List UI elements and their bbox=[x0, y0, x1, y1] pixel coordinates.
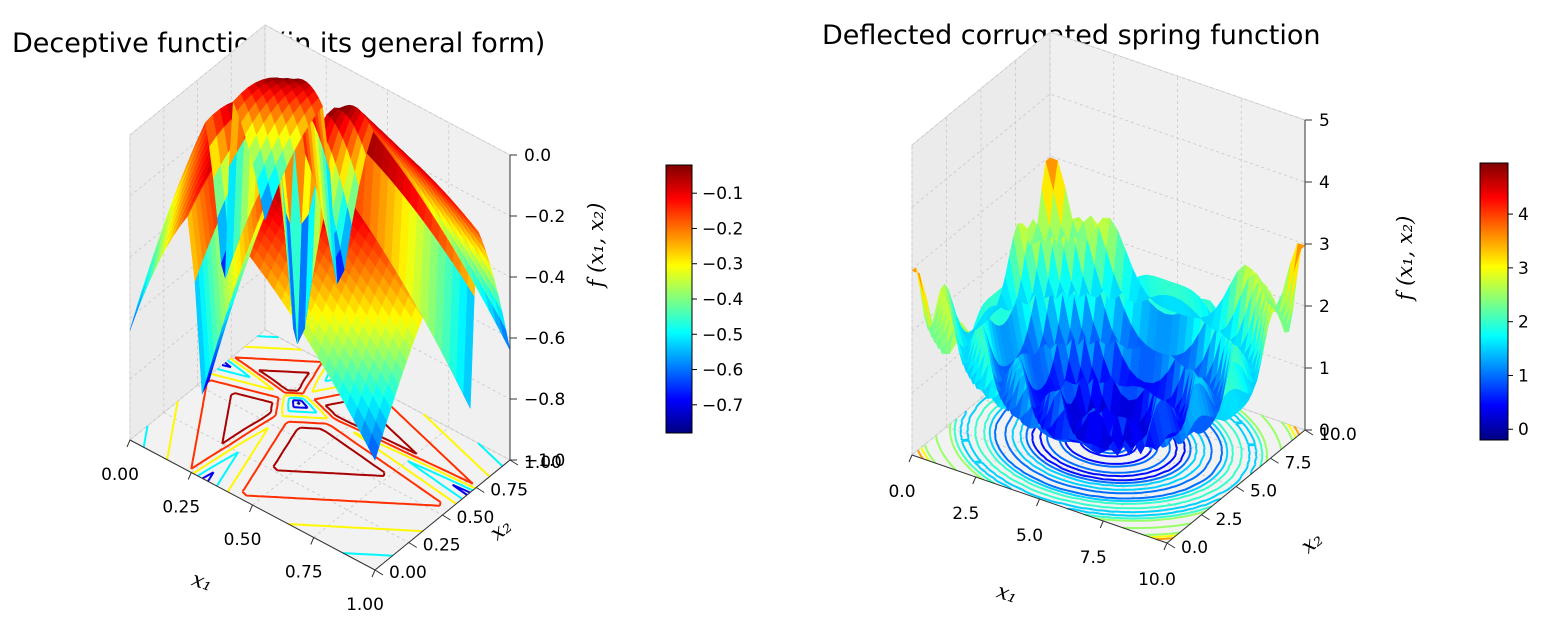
x-tick bbox=[310, 537, 315, 545]
x-tick-label: 1.00 bbox=[346, 595, 384, 615]
y-tick-label: 2.5 bbox=[1216, 510, 1243, 530]
z-tick-label: 0.0 bbox=[524, 146, 551, 166]
y-tick bbox=[408, 542, 418, 548]
surface-patch bbox=[1045, 157, 1058, 190]
colorbar-tick-label: −0.2 bbox=[702, 219, 743, 239]
y-tick-label: 5.0 bbox=[1250, 482, 1277, 502]
chart-panel-deceptive: Deceptive function (in its general form)… bbox=[12, 23, 743, 615]
x-tick-label: 2.5 bbox=[952, 504, 979, 524]
z-tick-label: −0.4 bbox=[524, 268, 565, 288]
colorbar-tick-label: −0.5 bbox=[702, 325, 743, 345]
contour-line bbox=[296, 401, 301, 405]
floor-gridline-y bbox=[197, 384, 443, 516]
colorbar bbox=[1479, 162, 1509, 441]
z-axis-label: f (x₁, x₂) bbox=[584, 203, 608, 290]
y-tick bbox=[1201, 514, 1210, 521]
colorbar-tick-label: −0.7 bbox=[702, 396, 743, 416]
z-axis-label: f (x₁, x₂) bbox=[1393, 216, 1417, 303]
wall-gridline-z bbox=[129, 329, 511, 461]
x-tick bbox=[1163, 542, 1168, 551]
y-axis-label: x₂ bbox=[1296, 527, 1327, 558]
colorbar-tick-label: 4 bbox=[1518, 205, 1529, 225]
x-tick-label: 0.0 bbox=[888, 482, 915, 502]
colorbar-tick-label: −0.1 bbox=[702, 184, 743, 204]
contour-line bbox=[142, 335, 504, 557]
x-tick bbox=[249, 504, 253, 513]
colorbar-tick-label: −0.6 bbox=[702, 361, 743, 381]
x-tick bbox=[371, 569, 376, 578]
y-tick bbox=[1270, 457, 1279, 464]
z-tick-label: 2 bbox=[1319, 297, 1330, 317]
y-tick-label: 0.00 bbox=[389, 563, 427, 583]
y-tick bbox=[1166, 542, 1176, 549]
x-tick-label: 0.00 bbox=[101, 465, 139, 485]
wall-gridline-z bbox=[129, 24, 511, 156]
z-tick-label: −0.8 bbox=[524, 390, 565, 410]
y-tick bbox=[374, 569, 384, 576]
z-tick-label: −0.6 bbox=[524, 329, 565, 349]
colorbar-tick-label: −0.4 bbox=[702, 290, 743, 310]
floor-gridline-y bbox=[231, 357, 477, 488]
z-tick-label: 4 bbox=[1319, 173, 1330, 193]
x-axis-label: x₁ bbox=[994, 579, 1021, 608]
y-tick-label: 0.75 bbox=[490, 481, 528, 501]
x-tick bbox=[972, 476, 977, 485]
z-tick-label: 5 bbox=[1319, 111, 1330, 131]
chart-corrugated-spring: Deflected corrugated spring function 0.0… bbox=[822, 20, 1529, 608]
x-tick-label: 0.25 bbox=[162, 498, 200, 518]
y-tick-label: 0.25 bbox=[423, 536, 461, 556]
z-tick-label: −0.2 bbox=[524, 207, 565, 227]
colorbar-tick-label: 1 bbox=[1518, 366, 1529, 386]
z-tick-label: 1 bbox=[1319, 359, 1330, 379]
y-tick bbox=[475, 487, 485, 493]
surface-patch bbox=[260, 181, 273, 222]
y-tick-label: 0.50 bbox=[457, 508, 495, 528]
x-axis-label: x₁ bbox=[189, 567, 216, 596]
x-tick-label: 7.5 bbox=[1080, 548, 1107, 568]
y-tick bbox=[442, 514, 451, 521]
colorbar-tick-label: 3 bbox=[1518, 259, 1529, 279]
chart-deceptive: Deceptive function (in its general form)… bbox=[12, 23, 743, 615]
x-tick-label: 0.50 bbox=[224, 530, 262, 550]
x-tick bbox=[1036, 498, 1040, 507]
y-tick-label: 7.5 bbox=[1285, 453, 1312, 473]
chart-panel-corrugated: Deflected corrugated spring function 0.0… bbox=[780, 0, 1559, 626]
x-tick bbox=[126, 439, 131, 448]
contour-line bbox=[166, 345, 491, 533]
x-tick bbox=[187, 472, 192, 480]
floor-gridline-x bbox=[313, 427, 450, 538]
y-tick-label: 0.0 bbox=[1181, 538, 1208, 558]
z-tick-label: 3 bbox=[1319, 235, 1330, 255]
colorbar bbox=[665, 164, 693, 434]
x-tick-label: 5.0 bbox=[1016, 526, 1043, 546]
z-tick-label: −1.0 bbox=[524, 451, 565, 471]
z-tick-label: 0 bbox=[1319, 421, 1330, 441]
y-tick bbox=[1235, 486, 1245, 492]
colorbar-tick-label: −0.3 bbox=[702, 255, 743, 275]
y-tick bbox=[509, 459, 519, 466]
x-tick bbox=[1099, 520, 1104, 529]
y-tick-label: 1.00 bbox=[524, 453, 562, 473]
y-tick bbox=[1304, 429, 1314, 436]
colorbar-tick-label: 0 bbox=[1518, 420, 1529, 440]
colorbar-tick-label: 2 bbox=[1518, 313, 1529, 333]
x-tick-label: 0.75 bbox=[285, 563, 323, 583]
x-tick bbox=[908, 454, 913, 463]
y-tick-label: 10.0 bbox=[1319, 425, 1357, 445]
x-tick-label: 10.0 bbox=[1138, 570, 1176, 590]
